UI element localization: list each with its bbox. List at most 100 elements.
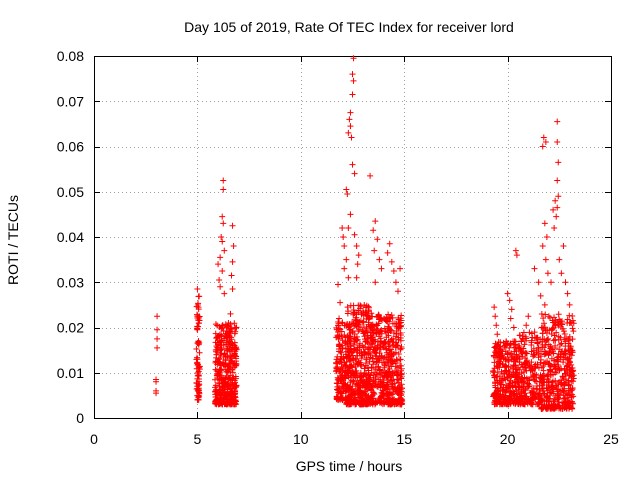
data-point xyxy=(350,77,357,84)
data-point xyxy=(490,367,497,374)
data-point xyxy=(392,349,399,356)
data-point xyxy=(225,366,232,373)
data-point xyxy=(495,338,502,345)
data-point xyxy=(229,258,236,265)
data-point xyxy=(566,399,573,406)
data-point xyxy=(338,349,345,356)
data-point xyxy=(153,376,160,383)
data-point xyxy=(349,71,356,78)
data-point xyxy=(559,405,566,412)
data-point xyxy=(566,312,573,319)
data-point xyxy=(220,386,227,393)
data-point xyxy=(347,211,354,218)
data-point xyxy=(539,341,546,348)
data-point xyxy=(521,374,528,381)
data-point xyxy=(369,334,376,341)
data-point xyxy=(568,367,575,374)
data-point xyxy=(531,265,538,272)
data-point xyxy=(224,343,231,350)
data-point xyxy=(371,391,378,398)
data-point xyxy=(567,343,574,350)
data-point xyxy=(491,400,498,407)
data-point xyxy=(393,339,400,346)
data-point xyxy=(565,402,572,409)
data-point xyxy=(525,396,532,403)
data-point xyxy=(492,380,499,387)
data-point xyxy=(371,247,378,254)
data-point xyxy=(492,313,499,320)
data-point xyxy=(397,373,404,380)
data-point xyxy=(372,400,379,407)
data-point xyxy=(336,343,343,350)
data-point xyxy=(570,378,577,385)
data-point xyxy=(544,270,551,277)
data-point xyxy=(551,332,558,339)
data-point xyxy=(554,138,561,145)
data-point xyxy=(542,359,549,366)
data-point xyxy=(232,397,239,404)
data-point xyxy=(345,308,352,315)
data-point xyxy=(215,379,222,386)
data-point xyxy=(213,367,220,374)
data-point xyxy=(570,393,577,400)
data-point xyxy=(539,405,546,412)
data-point xyxy=(393,386,400,393)
data-point xyxy=(519,353,526,360)
data-point xyxy=(228,346,235,353)
data-point xyxy=(232,345,239,352)
data-point xyxy=(537,348,544,355)
data-point xyxy=(548,355,555,362)
data-point xyxy=(230,243,237,250)
data-point xyxy=(358,355,365,362)
data-point xyxy=(510,341,517,348)
data-point xyxy=(374,345,381,352)
data-point xyxy=(493,350,500,357)
data-point xyxy=(154,335,161,342)
data-point xyxy=(345,393,352,400)
data-point xyxy=(547,395,554,402)
data-point xyxy=(220,177,227,184)
data-point xyxy=(386,318,393,325)
data-point xyxy=(540,372,547,379)
data-point xyxy=(525,383,532,390)
data-point xyxy=(557,381,564,388)
data-point xyxy=(351,231,358,238)
data-point xyxy=(218,333,225,340)
data-point xyxy=(372,364,379,371)
data-point xyxy=(345,345,352,352)
data-point xyxy=(386,240,393,247)
data-point xyxy=(342,375,349,382)
data-point xyxy=(347,123,354,130)
data-point xyxy=(556,256,563,263)
data-point xyxy=(541,301,548,308)
data-point xyxy=(343,186,350,193)
data-point xyxy=(525,380,532,387)
data-point xyxy=(379,343,386,350)
data-point xyxy=(354,323,361,330)
data-point xyxy=(194,323,201,330)
data-point xyxy=(565,405,572,412)
data-point xyxy=(542,256,549,263)
data-point xyxy=(560,356,567,363)
data-point xyxy=(569,317,576,324)
data-point xyxy=(339,344,346,351)
data-point xyxy=(557,318,564,325)
data-point xyxy=(525,313,532,320)
data-point xyxy=(541,391,548,398)
data-point xyxy=(338,372,345,379)
data-point xyxy=(566,301,573,308)
data-point xyxy=(355,380,362,387)
data-point xyxy=(353,274,360,281)
data-point xyxy=(522,355,529,362)
data-point xyxy=(361,333,368,340)
data-point xyxy=(548,327,555,334)
data-point xyxy=(554,177,561,184)
data-point xyxy=(339,319,346,326)
data-point xyxy=(565,377,572,384)
data-point xyxy=(215,389,222,396)
data-point xyxy=(555,311,562,318)
data-point xyxy=(568,347,575,354)
data-point xyxy=(553,213,560,220)
data-point xyxy=(512,338,519,345)
data-point xyxy=(533,335,540,342)
